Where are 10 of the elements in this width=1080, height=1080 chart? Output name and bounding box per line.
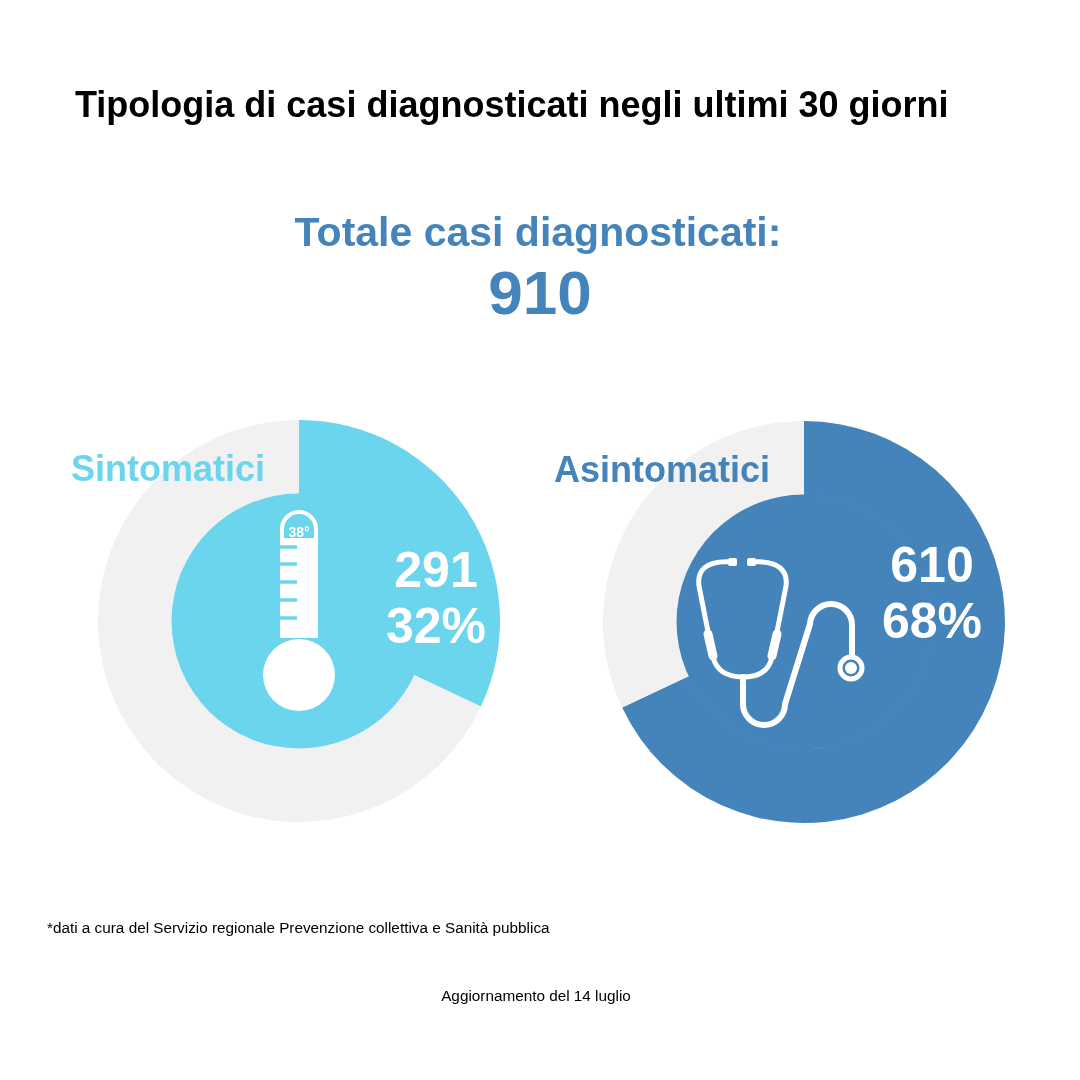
- text: Asintomatici: [553, 449, 770, 490]
- data-label: 610 68%: [881, 537, 983, 649]
- text: Totale casi diagnosticati:: [294, 209, 782, 255]
- data-label: 291 32%: [385, 542, 487, 654]
- text: *dati a cura del Servizio regionale Prevenzione collettiva e Sanità pubblica: [47, 919, 551, 936]
- text: 38°: [288, 524, 310, 540]
- text: 910: [488, 258, 592, 327]
- text: Tipologia di casi diagnosticati negli ultimi 30 giorni: [75, 84, 949, 125]
- text: Aggiornamento del 14 luglio: [441, 987, 631, 1004]
- text: Sintomatici: [70, 448, 265, 489]
